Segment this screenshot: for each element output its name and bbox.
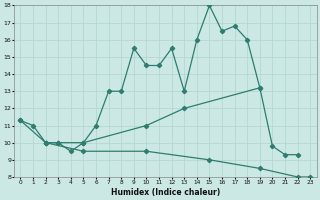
X-axis label: Humidex (Indice chaleur): Humidex (Indice chaleur) xyxy=(111,188,220,197)
